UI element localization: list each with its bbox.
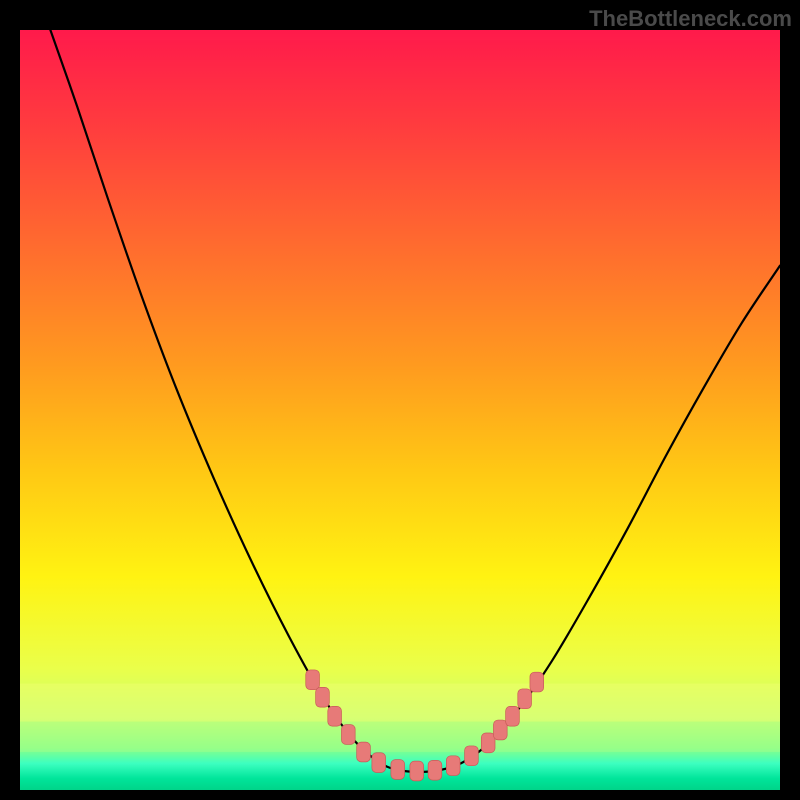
curve-marker-6 — [391, 760, 405, 780]
chart-stage: TheBottleneck.com — [0, 0, 800, 800]
curve-marker-4 — [357, 742, 371, 762]
curve-marker-9 — [446, 756, 460, 776]
gradient-background — [20, 30, 780, 790]
curve-marker-8 — [428, 760, 442, 780]
curve-marker-14 — [518, 689, 532, 709]
curve-marker-13 — [506, 706, 520, 726]
curve-marker-10 — [465, 746, 479, 766]
curve-marker-2 — [328, 706, 342, 726]
curve-marker-0 — [306, 670, 320, 690]
chart-svg — [20, 30, 780, 790]
curve-marker-5 — [372, 753, 386, 773]
highlight-band-0 — [20, 684, 780, 722]
curve-marker-3 — [341, 725, 355, 745]
plot-area — [20, 30, 780, 790]
highlight-band-1 — [20, 722, 780, 752]
watermark-label: TheBottleneck.com — [589, 6, 792, 32]
curve-marker-1 — [316, 687, 330, 707]
curve-marker-11 — [481, 733, 495, 753]
curve-marker-15 — [530, 672, 544, 692]
curve-marker-7 — [410, 761, 424, 781]
curve-marker-12 — [493, 720, 507, 740]
